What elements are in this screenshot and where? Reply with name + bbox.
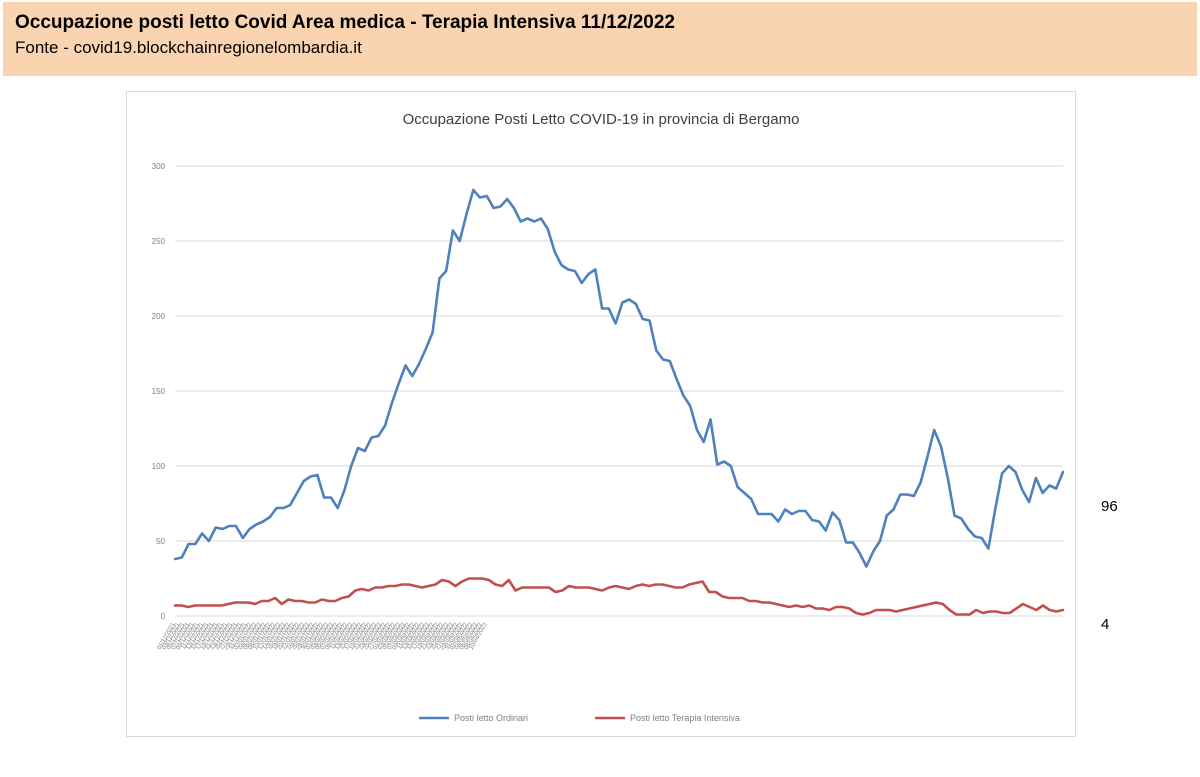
- y-tick-label: 300: [152, 162, 166, 171]
- legend-entry-ordinari-label: Posti letto Ordinari: [454, 713, 528, 723]
- legend-entry-terapia-intensiva-label: Posti letto Terapia Intensiva: [630, 713, 740, 723]
- y-gridlines: [175, 165, 1063, 617]
- y-tick-label: 100: [152, 462, 166, 471]
- y-tick-label: 150: [152, 387, 166, 396]
- ordinari-last-value: 96: [1101, 498, 1118, 515]
- y-tick-label: 250: [152, 237, 166, 246]
- ti-last-value: 4: [1101, 616, 1110, 633]
- chart-title: Occupazione Posti Letto COVID-19 in prov…: [403, 111, 800, 128]
- page-header: Occupazione posti letto Covid Area medic…: [3, 2, 1197, 76]
- source-line: Fonte - covid19.blockchainregionelombard…: [15, 38, 362, 57]
- line-chart: Occupazione Posti Letto COVID-19 in prov…: [152, 111, 1065, 723]
- page-title: Occupazione posti letto Covid Area medic…: [15, 12, 675, 33]
- series-line-terapia-intensiva: [173, 577, 1065, 616]
- y-tick-label: 0: [161, 612, 166, 621]
- y-tick-label: 200: [152, 312, 166, 321]
- series-line-ordinari: [173, 188, 1065, 568]
- y-tick-label: 50: [156, 537, 165, 546]
- x-tick-labels: 01/12/202103/12/202105/12/202107/12/2021…: [157, 621, 490, 651]
- series-lines: [173, 188, 1065, 616]
- y-tick-labels: 0 50 100 150 200 250 300: [152, 162, 166, 621]
- legend: Posti letto Ordinari Posti letto Terapia …: [419, 713, 740, 723]
- chart-container: Occupazione Posti Letto COVID-19 in prov…: [126, 91, 1076, 737]
